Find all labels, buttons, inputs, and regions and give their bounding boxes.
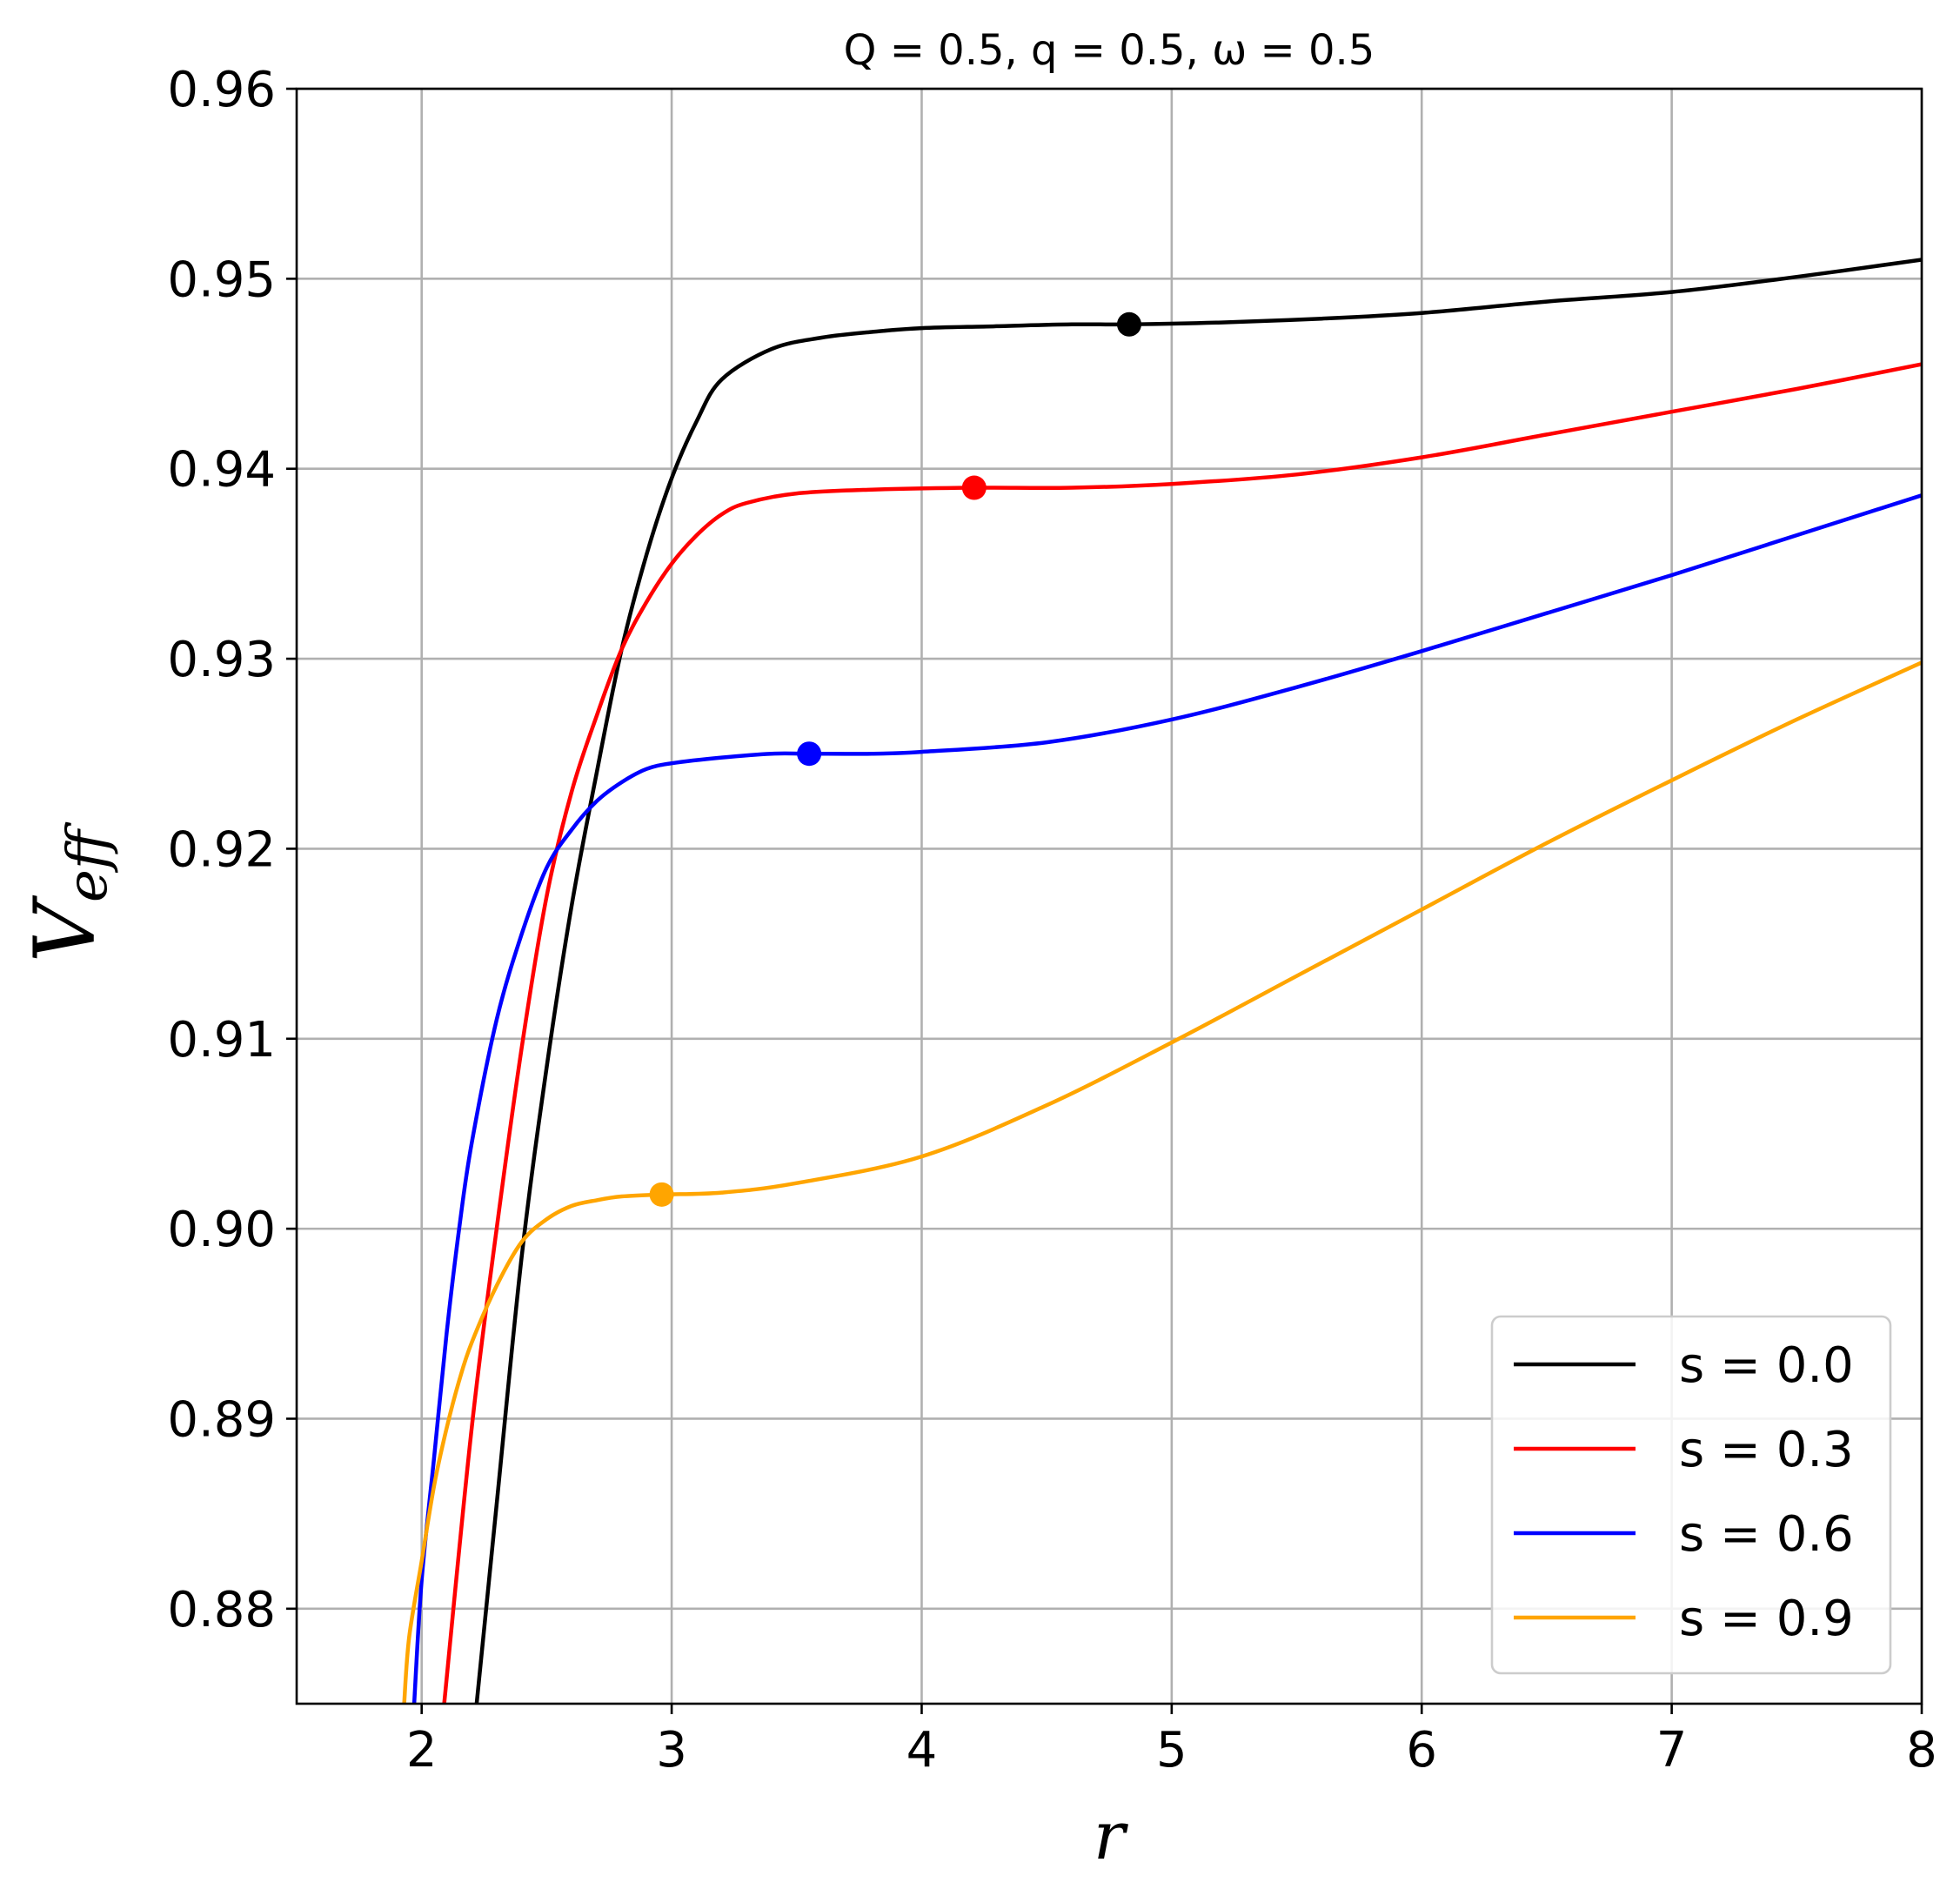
series-marker-0 [1116, 312, 1141, 337]
legend-box [1490, 1315, 1892, 1675]
chart-title: Q = 0.5, q = 0.5, ω = 0.5 [844, 26, 1375, 75]
y-tick-label: 0.92 [167, 821, 276, 878]
series-group [402, 258, 1922, 1704]
series-marker-1 [961, 475, 987, 500]
series-1 [442, 362, 1922, 1704]
y-axis-title-subscript: eff [56, 821, 120, 902]
legend: s = 0.0 s = 0.3 s = 0.6 s = 0.9 [1490, 1315, 1892, 1675]
y-tick-label: 0.95 [167, 251, 276, 308]
y-axis-title-group: Veff [17, 821, 120, 962]
grid [297, 87, 1923, 1704]
y-tick-label: 0.89 [167, 1391, 276, 1448]
series-0 [474, 258, 1922, 1704]
y-tick-label: 0.96 [167, 62, 276, 118]
x-tick-label: 3 [656, 1722, 687, 1779]
x-tick-label: 6 [1406, 1722, 1437, 1779]
series-line-1 [442, 362, 1922, 1704]
y-tick-label: 0.91 [167, 1012, 276, 1069]
y-axis-title-main: V [17, 894, 114, 962]
legend-label-1: s = 0.3 [1679, 1422, 1854, 1478]
x-axis-title: r [1094, 1797, 1129, 1874]
x-tick-label: 2 [406, 1722, 438, 1779]
series-marker-2 [797, 741, 822, 767]
x-tick-label: 8 [1906, 1722, 1937, 1779]
y-tick-label: 0.88 [167, 1582, 276, 1638]
series-3 [402, 660, 1922, 1704]
y-tick-label: 0.90 [167, 1202, 276, 1258]
plot-frame [295, 87, 1923, 1705]
y-tick-label: 0.94 [167, 442, 276, 499]
legend-label-0: s = 0.0 [1679, 1337, 1854, 1394]
x-tick-label: 5 [1156, 1722, 1187, 1779]
x-tick-label: 7 [1656, 1722, 1688, 1779]
x-tick-label: 4 [906, 1722, 938, 1779]
series-line-0 [474, 258, 1922, 1704]
y-axis-title: Veff [17, 821, 120, 962]
series-line-2 [411, 493, 1922, 1704]
ticks: 2 3 4 5 6 7 8 0.88 0.89 0.90 0.91 0.92 0.93 0.94 0.95 0… [167, 62, 1937, 1779]
legend-label-3: s = 0.9 [1679, 1591, 1854, 1647]
series-2 [411, 493, 1922, 1704]
series-line-3 [402, 660, 1922, 1704]
series-marker-3 [649, 1182, 674, 1207]
legend-label-2: s = 0.6 [1679, 1506, 1854, 1563]
y-tick-label: 0.93 [167, 632, 276, 688]
